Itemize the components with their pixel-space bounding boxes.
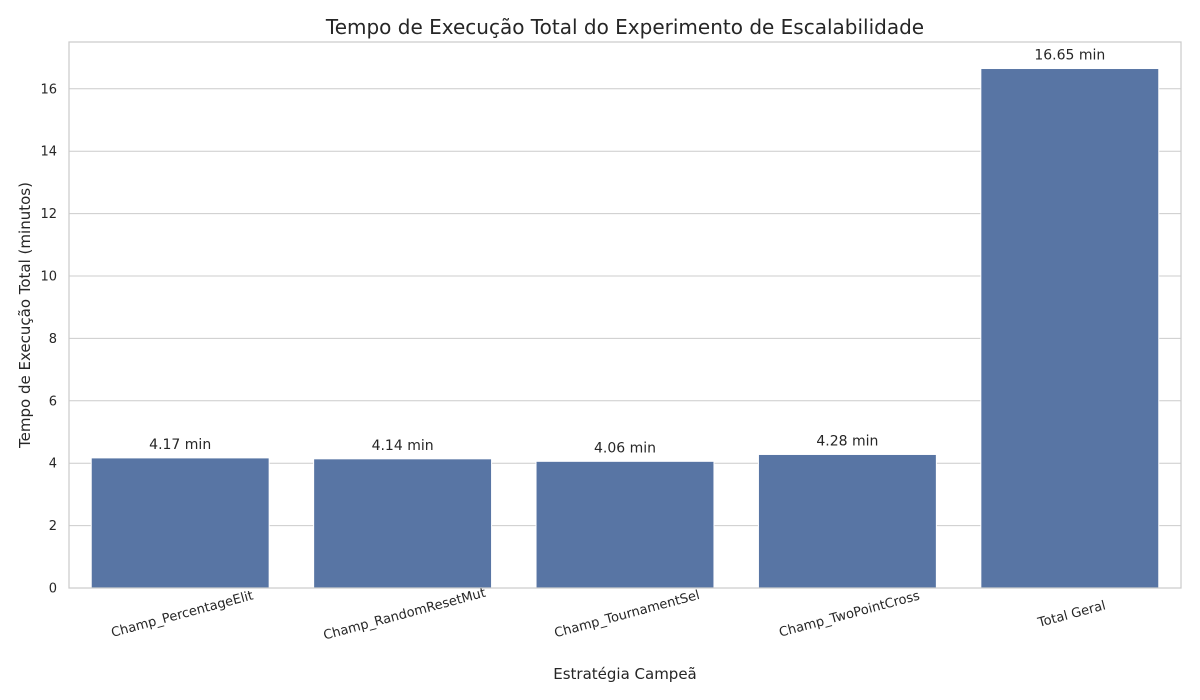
x-axis-title: Estratégia Campeã [553, 665, 697, 683]
bar-value-label: 4.06 min [594, 440, 656, 456]
bar [535, 460, 715, 589]
y-tick-labels: 0 2 4 6 8 10 12 14 16 [40, 82, 57, 596]
bar-value-label: 4.14 min [372, 438, 434, 454]
x-tick-label: Champ_PercentageElit [110, 588, 255, 640]
bar [980, 68, 1160, 589]
x-tick-label: Champ_TournamentSel [553, 588, 702, 641]
x-tick-label: Champ_RandomResetMut [322, 586, 488, 644]
bar-value-labels: 4.17 min 4.14 min 4.06 min 4.28 min 16.65 mi… [149, 48, 1105, 457]
bar-value-label: 4.28 min [816, 433, 878, 449]
y-tick-label: 10 [40, 270, 57, 285]
bar [313, 458, 493, 589]
y-tick-label: 4 [49, 457, 57, 472]
y-axis-title: Tempo de Execução Total (minutos) [16, 182, 34, 449]
y-tick-label: 16 [40, 82, 57, 97]
bar [90, 457, 270, 589]
x-tick-label: Champ_TwoPointCross [778, 589, 922, 641]
bar-value-label: 16.65 min [1034, 48, 1105, 64]
bar-value-label: 4.17 min [149, 437, 211, 453]
x-tick-labels: Champ_PercentageElit Champ_RandomResetMut… [110, 586, 1108, 644]
y-tick-label: 6 [49, 394, 57, 409]
y-tick-label: 2 [49, 519, 57, 534]
bars [90, 68, 1160, 589]
chart-title: Tempo de Execução Total do Experimento d… [325, 15, 924, 39]
x-tick-label: Total Geral [1035, 598, 1107, 631]
y-tick-label: 12 [40, 207, 57, 222]
plot-frame [68, 41, 1182, 589]
bar [757, 453, 937, 589]
y-tick-label: 14 [40, 145, 57, 160]
y-tick-label: 0 [49, 582, 57, 597]
y-tick-label: 8 [49, 332, 57, 347]
